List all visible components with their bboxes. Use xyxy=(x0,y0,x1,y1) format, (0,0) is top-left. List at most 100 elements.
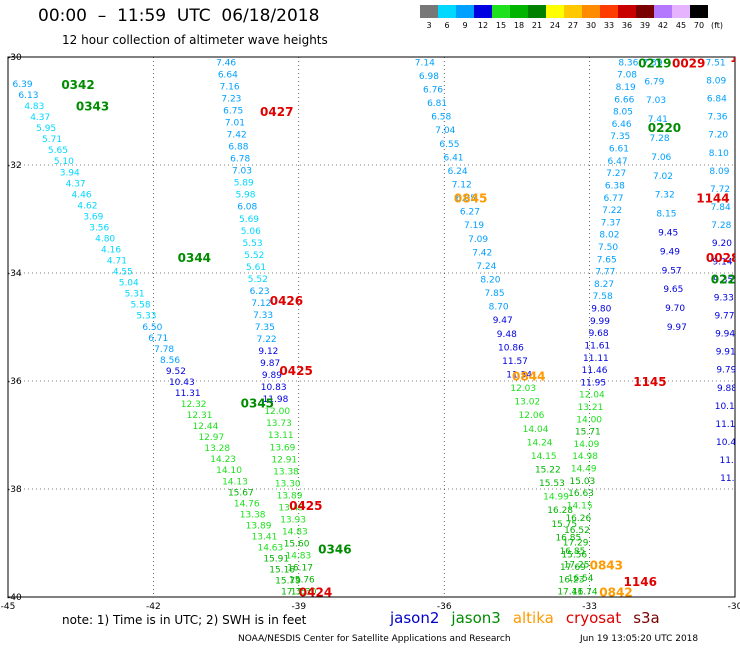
wave-height-value: 13.45 xyxy=(278,503,304,513)
legend-entry: jason2 xyxy=(390,609,440,627)
pass-time-label: 0346 xyxy=(318,542,351,556)
wave-height-value: 5.61 xyxy=(246,263,266,273)
wave-height-value: 13.41 xyxy=(252,532,278,542)
wave-height-value: 4.37 xyxy=(30,113,50,123)
color-scale-label: 70 xyxy=(693,21,705,30)
wave-height-value: 8.15 xyxy=(656,210,676,220)
wave-height-value: 12.91 xyxy=(271,455,297,465)
wave-height-value: 17.41 xyxy=(557,588,583,598)
wave-height-value: 8.09 xyxy=(706,76,726,86)
wave-height-value: 5.10 xyxy=(54,157,74,167)
wave-height-value: 17.25 xyxy=(564,560,590,570)
wave-height-value: 13.38 xyxy=(240,510,266,520)
wave-height-value: 14.13 xyxy=(222,477,248,487)
wave-height-value: 7.28 xyxy=(650,134,670,144)
wave-height-value: 14.09 xyxy=(574,440,600,450)
wave-height-value: 6.88 xyxy=(228,143,248,153)
wave-height-value: 12.03 xyxy=(510,384,536,394)
wave-height-value: 13.73 xyxy=(266,419,292,429)
wave-height-value: 13.89 xyxy=(246,521,272,531)
wave-height-value: 6.81 xyxy=(427,99,447,109)
wave-height-value: 8.70 xyxy=(489,303,509,313)
wave-height-value: 15.03 xyxy=(570,477,596,487)
color-scale-swatch xyxy=(492,5,510,18)
wave-height-value: 7.65 xyxy=(597,255,617,265)
wave-height-value: 3.69 xyxy=(83,212,103,222)
pass-time-label: 0426 xyxy=(270,294,303,308)
wave-height-value: 16.85 xyxy=(560,547,586,557)
wave-height-value: 5.95 xyxy=(36,124,56,134)
wave-height-value: 7.20 xyxy=(708,131,728,141)
wave-height-value: 9.48 xyxy=(497,330,517,340)
pass-time-label: 0844 xyxy=(512,370,545,384)
wave-height-value: 10.43 xyxy=(169,378,195,388)
wave-height-value: 13.38 xyxy=(273,467,299,477)
wave-height-value: 6.71 xyxy=(148,334,168,344)
wave-height-value: 14.49 xyxy=(571,465,597,475)
pass-time-label: 0029 xyxy=(672,56,705,70)
generation-timestamp: Jun 19 13:05:20 UTC 2018 xyxy=(580,634,699,644)
wave-height-value: 8.10 xyxy=(709,149,729,159)
pass-time-label: 0219 xyxy=(638,56,671,70)
wave-height-value: 7.50 xyxy=(598,243,618,253)
wave-height-value: 5.52 xyxy=(244,251,264,261)
x-tick-label: -42 xyxy=(146,602,161,612)
wave-height-value: 14.63 xyxy=(257,543,283,553)
pass-time-label: 0345 xyxy=(241,397,274,411)
wave-height-value: 9.68 xyxy=(589,329,609,339)
wave-height-value: 6.08 xyxy=(237,203,257,213)
wave-height-value: 11.34 xyxy=(506,370,532,380)
pass-time-label: 0845 xyxy=(454,191,487,205)
wave-height-value: 6.27 xyxy=(460,208,480,218)
wave-height-value: 7.22 xyxy=(257,335,277,345)
wave-height-value: 7.33 xyxy=(253,311,273,321)
legend-entry: s3a xyxy=(633,609,660,627)
x-tick-label: -45 xyxy=(1,602,16,612)
wave-height-value: 5.52 xyxy=(248,275,268,285)
wave-height-value: 7.37 xyxy=(601,218,621,228)
wave-height-value: 4.55 xyxy=(113,268,133,278)
wave-height-value: 5.71 xyxy=(42,135,62,145)
wave-height-value: 7.42 xyxy=(227,131,247,141)
wave-height-value: 10.83 xyxy=(261,383,287,393)
wave-height-value: 9.87 xyxy=(260,359,280,369)
color-scale-label: 15 xyxy=(495,21,507,30)
wave-height-value: 14.15 xyxy=(567,501,593,511)
pass-time-label: 0842 xyxy=(599,586,632,600)
wave-height-value: 9.65 xyxy=(663,285,683,295)
wave-height-value: 13.89 xyxy=(277,491,303,501)
wave-height-value: 11.3 xyxy=(719,456,739,466)
x-tick-label: -36 xyxy=(437,602,452,612)
color-scale-label: 9 xyxy=(462,21,468,30)
wave-height-value: 13.28 xyxy=(204,444,230,454)
wave-height-value: 7.78 xyxy=(154,345,174,355)
y-tick-label: -36 xyxy=(7,377,22,387)
wave-height-value: 7.36 xyxy=(707,113,727,123)
wave-height-value: 6.55 xyxy=(439,140,459,150)
color-scale-swatch xyxy=(654,5,672,18)
wave-height-value: 9.80 xyxy=(591,305,611,315)
wave-height-value: 7.35 xyxy=(255,323,275,333)
color-scale-unit: (ft) xyxy=(710,21,724,30)
pass-time-label: 1144 xyxy=(696,191,729,205)
wave-height-value: 16.26 xyxy=(565,514,591,524)
wave-height-value: 6.24 xyxy=(448,167,468,177)
wave-height-value: 6.47 xyxy=(608,157,628,167)
wave-height-value: 14.83 xyxy=(282,527,308,537)
color-scale-label: 12 xyxy=(477,21,489,30)
wave-height-value: 16.28 xyxy=(547,506,573,516)
wave-height-value: 17.35 xyxy=(281,588,307,598)
wave-height-value: 5.89 xyxy=(234,179,254,189)
wave-height-value: 12.97 xyxy=(198,433,224,443)
wave-height-value: 7.77 xyxy=(595,268,615,278)
wave-height-value: 9.70 xyxy=(665,304,685,314)
color-scale-swatch xyxy=(456,5,474,18)
satellite-legend: jason2 jason3 altika cryosat s3a xyxy=(390,609,672,627)
wave-height-value: 7.84 xyxy=(711,203,731,213)
wave-height-value: 9.33 xyxy=(714,293,734,303)
wave-height-value: 4.62 xyxy=(77,201,97,211)
pass-time-label: 0843 xyxy=(590,559,623,573)
wave-height-value: 9.57 xyxy=(662,266,682,276)
legend-entry: cryosat xyxy=(565,609,622,627)
wave-height-value: 16.85 xyxy=(555,533,581,543)
